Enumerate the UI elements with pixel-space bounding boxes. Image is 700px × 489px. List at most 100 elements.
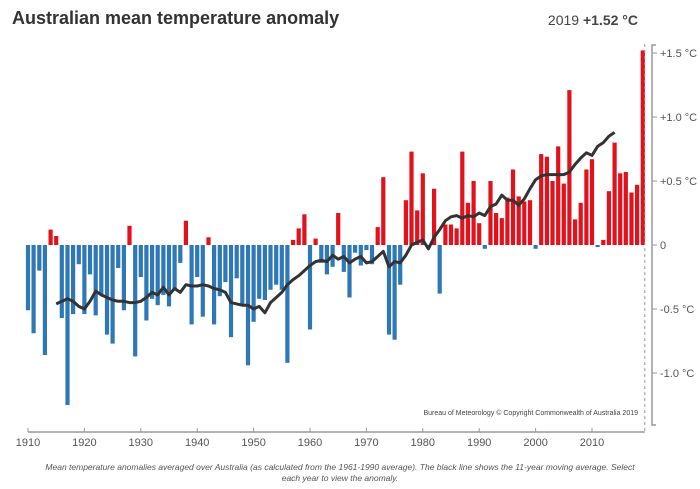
bar-2018[interactable] bbox=[635, 184, 640, 245]
bar-1913[interactable] bbox=[42, 245, 47, 356]
bar-1927[interactable] bbox=[121, 245, 126, 311]
bar-1991[interactable] bbox=[482, 245, 487, 249]
bar-1934[interactable] bbox=[161, 245, 166, 295]
bar-2019[interactable] bbox=[640, 50, 645, 246]
bar-2005[interactable] bbox=[561, 183, 566, 245]
bar-1968[interactable] bbox=[353, 245, 358, 253]
bar-1912[interactable] bbox=[37, 245, 42, 271]
bar-1933[interactable] bbox=[155, 245, 160, 306]
bar-1911[interactable] bbox=[31, 245, 36, 334]
bar-1965[interactable] bbox=[336, 213, 341, 245]
bar-1990[interactable] bbox=[477, 223, 482, 245]
bar-1961[interactable] bbox=[313, 238, 318, 245]
bar-2015[interactable] bbox=[618, 173, 623, 245]
bar-2004[interactable] bbox=[556, 146, 561, 245]
bar-2017[interactable] bbox=[629, 192, 634, 246]
bar-1919[interactable] bbox=[76, 245, 81, 265]
bar-1971[interactable] bbox=[369, 245, 375, 265]
bar-1992[interactable] bbox=[488, 181, 493, 245]
bar-1976[interactable] bbox=[398, 245, 403, 285]
bar-1993[interactable] bbox=[494, 213, 499, 245]
bar-2002[interactable] bbox=[544, 156, 549, 245]
bar-1932[interactable] bbox=[150, 245, 155, 299]
bar-1942[interactable] bbox=[206, 237, 211, 245]
bar-2008[interactable] bbox=[578, 202, 583, 245]
bar-1924[interactable] bbox=[104, 245, 110, 335]
bar-1937[interactable] bbox=[178, 245, 183, 263]
bar-1985[interactable] bbox=[448, 224, 454, 246]
bar-2013[interactable] bbox=[606, 191, 611, 245]
bar-2016[interactable] bbox=[623, 172, 628, 245]
bar-1986[interactable] bbox=[454, 228, 459, 245]
bar-1982[interactable] bbox=[432, 188, 437, 245]
bar-2003[interactable] bbox=[550, 181, 555, 245]
bar-1930[interactable] bbox=[138, 245, 143, 277]
bar-1936[interactable] bbox=[172, 245, 177, 290]
bar-1958[interactable] bbox=[296, 228, 301, 245]
bar-1947[interactable] bbox=[234, 245, 239, 279]
bar-2010[interactable] bbox=[589, 159, 595, 245]
bar-1957[interactable] bbox=[291, 239, 296, 245]
bar-1952[interactable] bbox=[262, 245, 267, 300]
bar-1980[interactable] bbox=[420, 173, 425, 245]
bar-1953[interactable] bbox=[268, 245, 273, 290]
bar-1916[interactable] bbox=[59, 245, 64, 318]
bar-2012[interactable] bbox=[601, 239, 606, 245]
bar-1938[interactable] bbox=[183, 220, 188, 245]
bar-1954[interactable] bbox=[274, 245, 279, 285]
bar-1928[interactable] bbox=[127, 225, 132, 245]
bar-1996[interactable] bbox=[510, 169, 516, 246]
bar-1917[interactable] bbox=[65, 245, 70, 405]
bar-1914[interactable] bbox=[48, 229, 53, 245]
bar-1946[interactable] bbox=[228, 245, 234, 338]
bar-1994[interactable] bbox=[499, 218, 504, 245]
bar-1943[interactable] bbox=[212, 245, 217, 325]
bar-1956[interactable] bbox=[285, 245, 290, 363]
bar-1948[interactable] bbox=[240, 245, 245, 306]
bar-1970[interactable] bbox=[364, 245, 369, 251]
bar-2006[interactable] bbox=[567, 90, 572, 245]
bar-1921[interactable] bbox=[87, 245, 93, 275]
bar-1972[interactable] bbox=[375, 227, 380, 245]
bar-1983[interactable] bbox=[437, 245, 442, 294]
bar-1922[interactable] bbox=[93, 245, 98, 316]
bar-1978[interactable] bbox=[409, 151, 414, 245]
bar-1977[interactable] bbox=[403, 200, 408, 245]
bar-1984[interactable] bbox=[443, 224, 448, 246]
bar-1951[interactable] bbox=[257, 245, 262, 299]
bar-1973[interactable] bbox=[381, 177, 386, 245]
bar-1915[interactable] bbox=[54, 236, 59, 245]
bar-2011[interactable] bbox=[595, 245, 600, 247]
bar-1995[interactable] bbox=[505, 197, 510, 245]
bar-2009[interactable] bbox=[584, 169, 589, 246]
bar-1979[interactable] bbox=[415, 210, 420, 245]
bar-1997[interactable] bbox=[516, 196, 521, 245]
bar-1940[interactable] bbox=[195, 245, 200, 277]
bar-2014[interactable] bbox=[612, 142, 617, 245]
bar-1989[interactable] bbox=[471, 181, 476, 245]
bar-1925[interactable] bbox=[110, 245, 115, 344]
bar-1950[interactable] bbox=[251, 245, 256, 322]
bar-1955[interactable] bbox=[279, 245, 284, 290]
bar-1962[interactable] bbox=[319, 245, 324, 263]
bar-2007[interactable] bbox=[573, 219, 578, 245]
bar-1929[interactable] bbox=[133, 245, 138, 357]
bar-2001[interactable] bbox=[539, 154, 544, 245]
bar-1987[interactable] bbox=[460, 151, 465, 245]
bar-1910[interactable] bbox=[25, 245, 31, 311]
bar-1944[interactable] bbox=[217, 245, 222, 297]
bar-1931[interactable] bbox=[144, 245, 149, 321]
bar-1975[interactable] bbox=[392, 245, 397, 340]
bar-1920[interactable] bbox=[82, 245, 87, 315]
bar-1941[interactable] bbox=[200, 245, 205, 317]
bar-1960[interactable] bbox=[307, 245, 313, 330]
bar-1923[interactable] bbox=[99, 245, 104, 295]
bar-1926[interactable] bbox=[116, 245, 121, 268]
bar-1935[interactable] bbox=[166, 245, 172, 307]
bar-1959[interactable] bbox=[302, 214, 307, 245]
bar-1945[interactable] bbox=[223, 245, 228, 283]
bar-1999[interactable] bbox=[527, 200, 533, 245]
bar-1998[interactable] bbox=[522, 201, 527, 246]
bar-1974[interactable] bbox=[386, 245, 392, 335]
bar-1918[interactable] bbox=[71, 245, 76, 315]
